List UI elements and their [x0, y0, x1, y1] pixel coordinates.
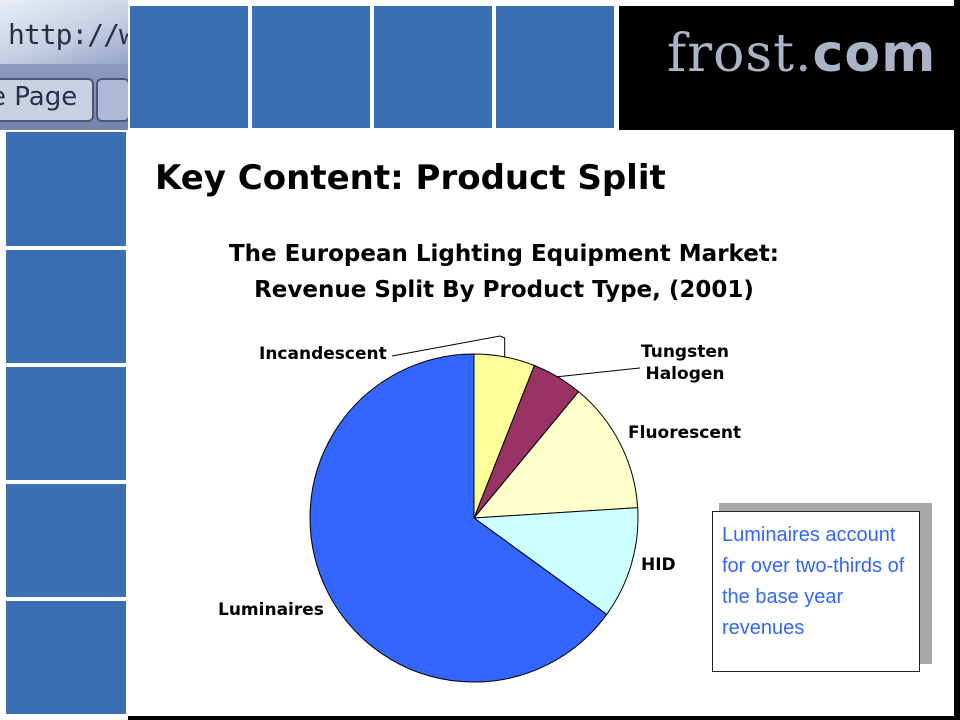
- pie-slice-hid: [472, 507, 639, 616]
- photo-url-text: http://w: [8, 18, 128, 51]
- side-tile-3: [4, 365, 128, 482]
- page-title: Key Content: Product Split: [155, 158, 666, 198]
- slice-label-luminaires: Luminaires: [218, 600, 324, 620]
- side-tile-2: [4, 248, 128, 365]
- side-tile-1: [4, 130, 128, 248]
- frame-bottom-border: [128, 716, 960, 720]
- brand-dot: .: [795, 24, 813, 84]
- slice-label-fluorescent: Fluorescent: [628, 423, 742, 443]
- chart-subtitle: Revenue Split By Product Type, (2001): [254, 277, 754, 303]
- brand-tld: com: [812, 24, 937, 84]
- header-tile-2: [250, 4, 372, 130]
- brand-name: frost: [667, 24, 795, 84]
- slice-label-hid: HID: [641, 555, 676, 575]
- header-tile-3: [372, 4, 494, 130]
- frame-right-border: [954, 0, 960, 720]
- pie-slice-fluorescent: [472, 390, 639, 519]
- leader-line-incandescent: [391, 335, 506, 357]
- callout-box: Luminaires account for over two-thirds o…: [712, 511, 920, 672]
- photo-button-2: [96, 78, 128, 122]
- photo-button: [0, 78, 94, 122]
- brand-logo-panel: frost.com: [619, 6, 954, 130]
- header-tile-4: [494, 4, 616, 130]
- side-tile-4: [4, 482, 128, 599]
- pie-slice-luminaires: [309, 353, 608, 683]
- photo-button-label: e Page: [0, 82, 78, 112]
- side-tile-5: [4, 599, 128, 716]
- slice-label-incandescent: Incandescent: [259, 344, 387, 364]
- slice-label-tungsten-halogen: Tungsten Halogen: [641, 342, 729, 384]
- leader-line-tungsten-halogen: [557, 367, 641, 378]
- header-tile-1: [128, 4, 250, 130]
- header-photo: http://w e Page: [0, 0, 128, 130]
- brand-logo: frost.com: [667, 24, 936, 84]
- chart-title: The European Lighting Equipment Market:: [228, 241, 780, 267]
- callout-text: Luminaires account for over two-thirds o…: [722, 524, 905, 639]
